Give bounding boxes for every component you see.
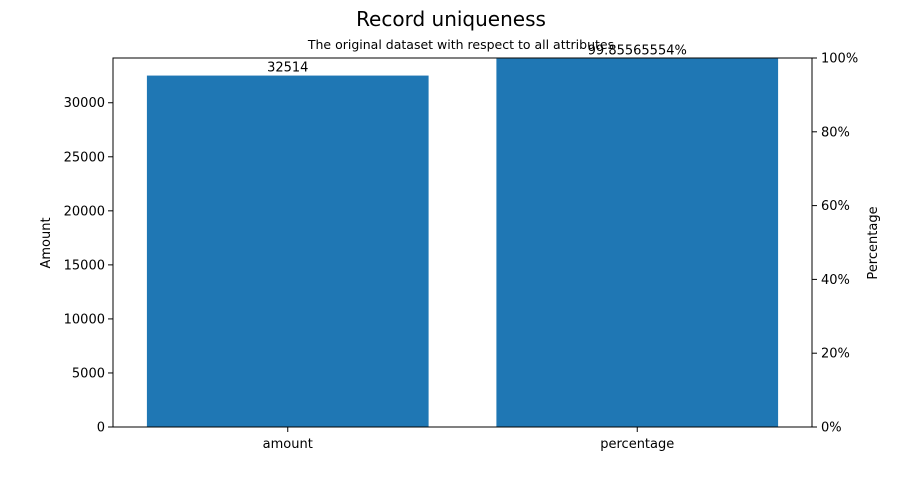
right-axis: 0% 20% 40% 60% 80% 100% <box>812 52 858 436</box>
x-tick-label: amount <box>263 437 313 452</box>
bar-amount <box>146 75 429 427</box>
right-tick-label: 60% <box>821 199 850 214</box>
right-axis-label: Percentage <box>866 206 881 279</box>
right-tick-label: 20% <box>821 347 850 362</box>
x-tick-label: percentage <box>600 437 674 452</box>
left-axis-label: Amount <box>39 217 54 268</box>
bar-value-label-percentage: 99.85565554% <box>588 44 687 59</box>
chart-subtitle: The original dataset with respect to all… <box>307 37 614 52</box>
left-tick-label: 0 <box>97 421 105 436</box>
left-tick-label: 15000 <box>64 258 105 273</box>
bar-value-label-amount: 32514 <box>267 61 308 76</box>
left-tick-label: 10000 <box>64 312 105 327</box>
plot-frame <box>112 57 813 428</box>
right-tick-label: 80% <box>821 125 850 140</box>
right-tick-label: 100% <box>821 52 858 67</box>
left-axis: 0 5000 10000 15000 20000 25000 30000 <box>64 96 113 436</box>
x-axis: amount percentage <box>263 427 674 452</box>
left-tick-label: 30000 <box>64 96 105 111</box>
value-labels-layer: 32514 99.85565554% <box>267 44 687 76</box>
left-tick-label: 20000 <box>64 204 105 219</box>
right-tick-label: 0% <box>821 421 842 436</box>
right-tick-label: 40% <box>821 273 850 288</box>
left-tick-label: 5000 <box>72 366 105 381</box>
chart-title: Record uniqueness <box>356 7 546 31</box>
bar-percentage <box>496 58 779 428</box>
left-tick-label: 25000 <box>64 150 105 165</box>
bars-layer <box>146 58 779 428</box>
